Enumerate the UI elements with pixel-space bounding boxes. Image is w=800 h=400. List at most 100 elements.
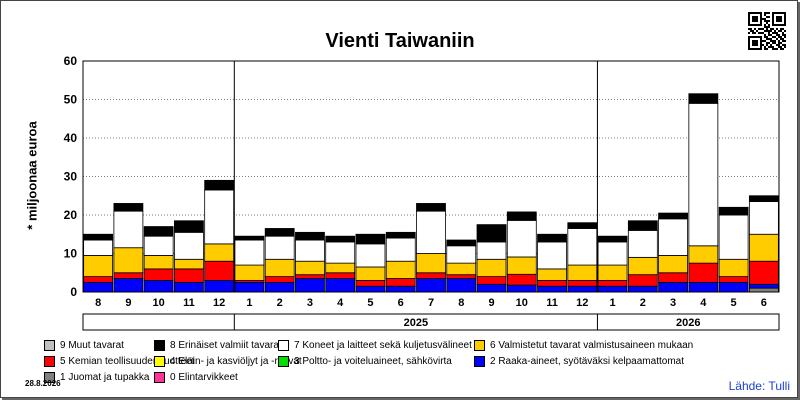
qr-module <box>758 12 760 14</box>
qr-module <box>762 28 764 30</box>
qr-module <box>748 44 750 46</box>
legend-label: 6 Valmistetut tavarat valmistusaineen mu… <box>490 340 694 351</box>
qr-module <box>754 48 756 50</box>
bar-segment <box>416 253 446 274</box>
bar-segment <box>567 222 598 229</box>
qr-module <box>760 38 762 40</box>
qr-module <box>748 18 750 20</box>
plot-border <box>82 60 780 293</box>
legend-label: 8 Erinäiset valmiit tavarat <box>170 340 282 351</box>
bar-segment <box>295 231 325 241</box>
bar-segment <box>385 237 416 262</box>
x-tick-label: 3 <box>307 297 313 309</box>
legend-item: 4 Eläin- ja kasviöljyt ja -rasvat <box>154 356 302 367</box>
qr-module <box>772 20 774 22</box>
source-label: Lähde: Tulli <box>728 379 790 393</box>
bar-segment <box>385 278 416 287</box>
qr-module <box>760 46 762 48</box>
qr-module <box>754 28 756 30</box>
bar-segment <box>143 268 174 281</box>
qr-module <box>776 12 778 14</box>
qr-module <box>764 24 766 26</box>
qr-module <box>760 40 762 42</box>
qr-module <box>780 30 782 32</box>
qr-module <box>778 44 780 46</box>
bar-segment <box>506 284 537 293</box>
x-tick-label: 8 <box>458 297 464 309</box>
qr-module <box>756 36 758 38</box>
bar-segment <box>476 283 507 293</box>
legend-swatch <box>44 356 55 367</box>
qr-module <box>748 16 750 18</box>
qr-module <box>750 48 752 50</box>
qr-module <box>776 18 778 20</box>
legend-item: 2 Raaka-aineet, syötäväksi kelpaamattoma… <box>474 356 684 367</box>
y-tick-label: 50 <box>64 93 78 107</box>
bar-segment <box>567 228 598 266</box>
bar-segment <box>174 268 204 283</box>
bar-segment <box>688 102 719 247</box>
qr-module <box>782 28 784 30</box>
bar-segment <box>748 233 779 262</box>
bar-segment <box>174 258 204 270</box>
bar-segment <box>325 262 356 274</box>
qr-module <box>764 36 766 38</box>
qr-module <box>760 12 762 14</box>
x-tick-label: 3 <box>670 297 676 309</box>
bar-segment <box>113 247 144 274</box>
qr-module <box>748 24 750 26</box>
qr-module <box>772 40 774 42</box>
qr-module <box>748 28 750 30</box>
qr-module <box>760 48 762 50</box>
qr-module <box>776 34 778 36</box>
bar-segment <box>627 285 658 293</box>
bar-segment <box>718 276 749 283</box>
qr-module <box>766 12 768 14</box>
qr-module <box>750 24 752 26</box>
x-tick-label: 10 <box>516 297 528 309</box>
y-tick-label: 60 <box>64 54 78 68</box>
qr-module <box>780 42 782 44</box>
bar-segment <box>264 281 295 293</box>
qr-module <box>772 12 774 14</box>
qr-module <box>754 40 756 42</box>
qr-module <box>772 18 774 20</box>
qr-module <box>774 12 776 14</box>
qr-module <box>754 20 756 22</box>
qr-module <box>770 30 772 32</box>
x-tick-label: 2 <box>640 297 646 309</box>
y-tick-label: 0 <box>70 285 77 299</box>
bar-segment <box>416 278 446 293</box>
bar-segment <box>113 210 144 249</box>
qr-module <box>762 44 764 46</box>
bar-segment <box>627 220 658 231</box>
qr-module <box>766 28 768 30</box>
qr-module <box>754 42 756 44</box>
qr-module <box>784 18 786 20</box>
qr-module <box>784 16 786 18</box>
qr-module <box>772 16 774 18</box>
bar-segment <box>446 262 477 276</box>
x-tick-label: 9 <box>125 297 131 309</box>
bar-segment <box>688 93 719 104</box>
qr-module <box>772 24 774 26</box>
qr-module <box>780 18 782 20</box>
legend-item: 6 Valmistetut tavarat valmistusaineen mu… <box>474 340 693 351</box>
bar-segment <box>295 274 325 279</box>
legend-item: 3 Poltto- ja voiteluaineet, sähkövirta <box>278 356 452 367</box>
qr-module <box>766 16 768 18</box>
bar-segment <box>506 273 537 286</box>
qr-module <box>756 30 758 32</box>
qr-module <box>756 18 758 20</box>
qr-module <box>760 32 762 34</box>
bar-segment <box>416 203 446 212</box>
qr-module <box>768 26 770 28</box>
legend-item: 7 Koneet ja laitteet sekä kuljetusväline… <box>278 340 472 351</box>
bar-segment <box>234 235 265 241</box>
legend-item: 1 Juomat ja tupakka <box>44 372 150 383</box>
qr-module <box>754 24 756 26</box>
qr-module <box>776 44 778 46</box>
qr-module <box>778 34 780 36</box>
qr-module <box>766 44 768 46</box>
x-tick-label: 4 <box>700 297 707 309</box>
